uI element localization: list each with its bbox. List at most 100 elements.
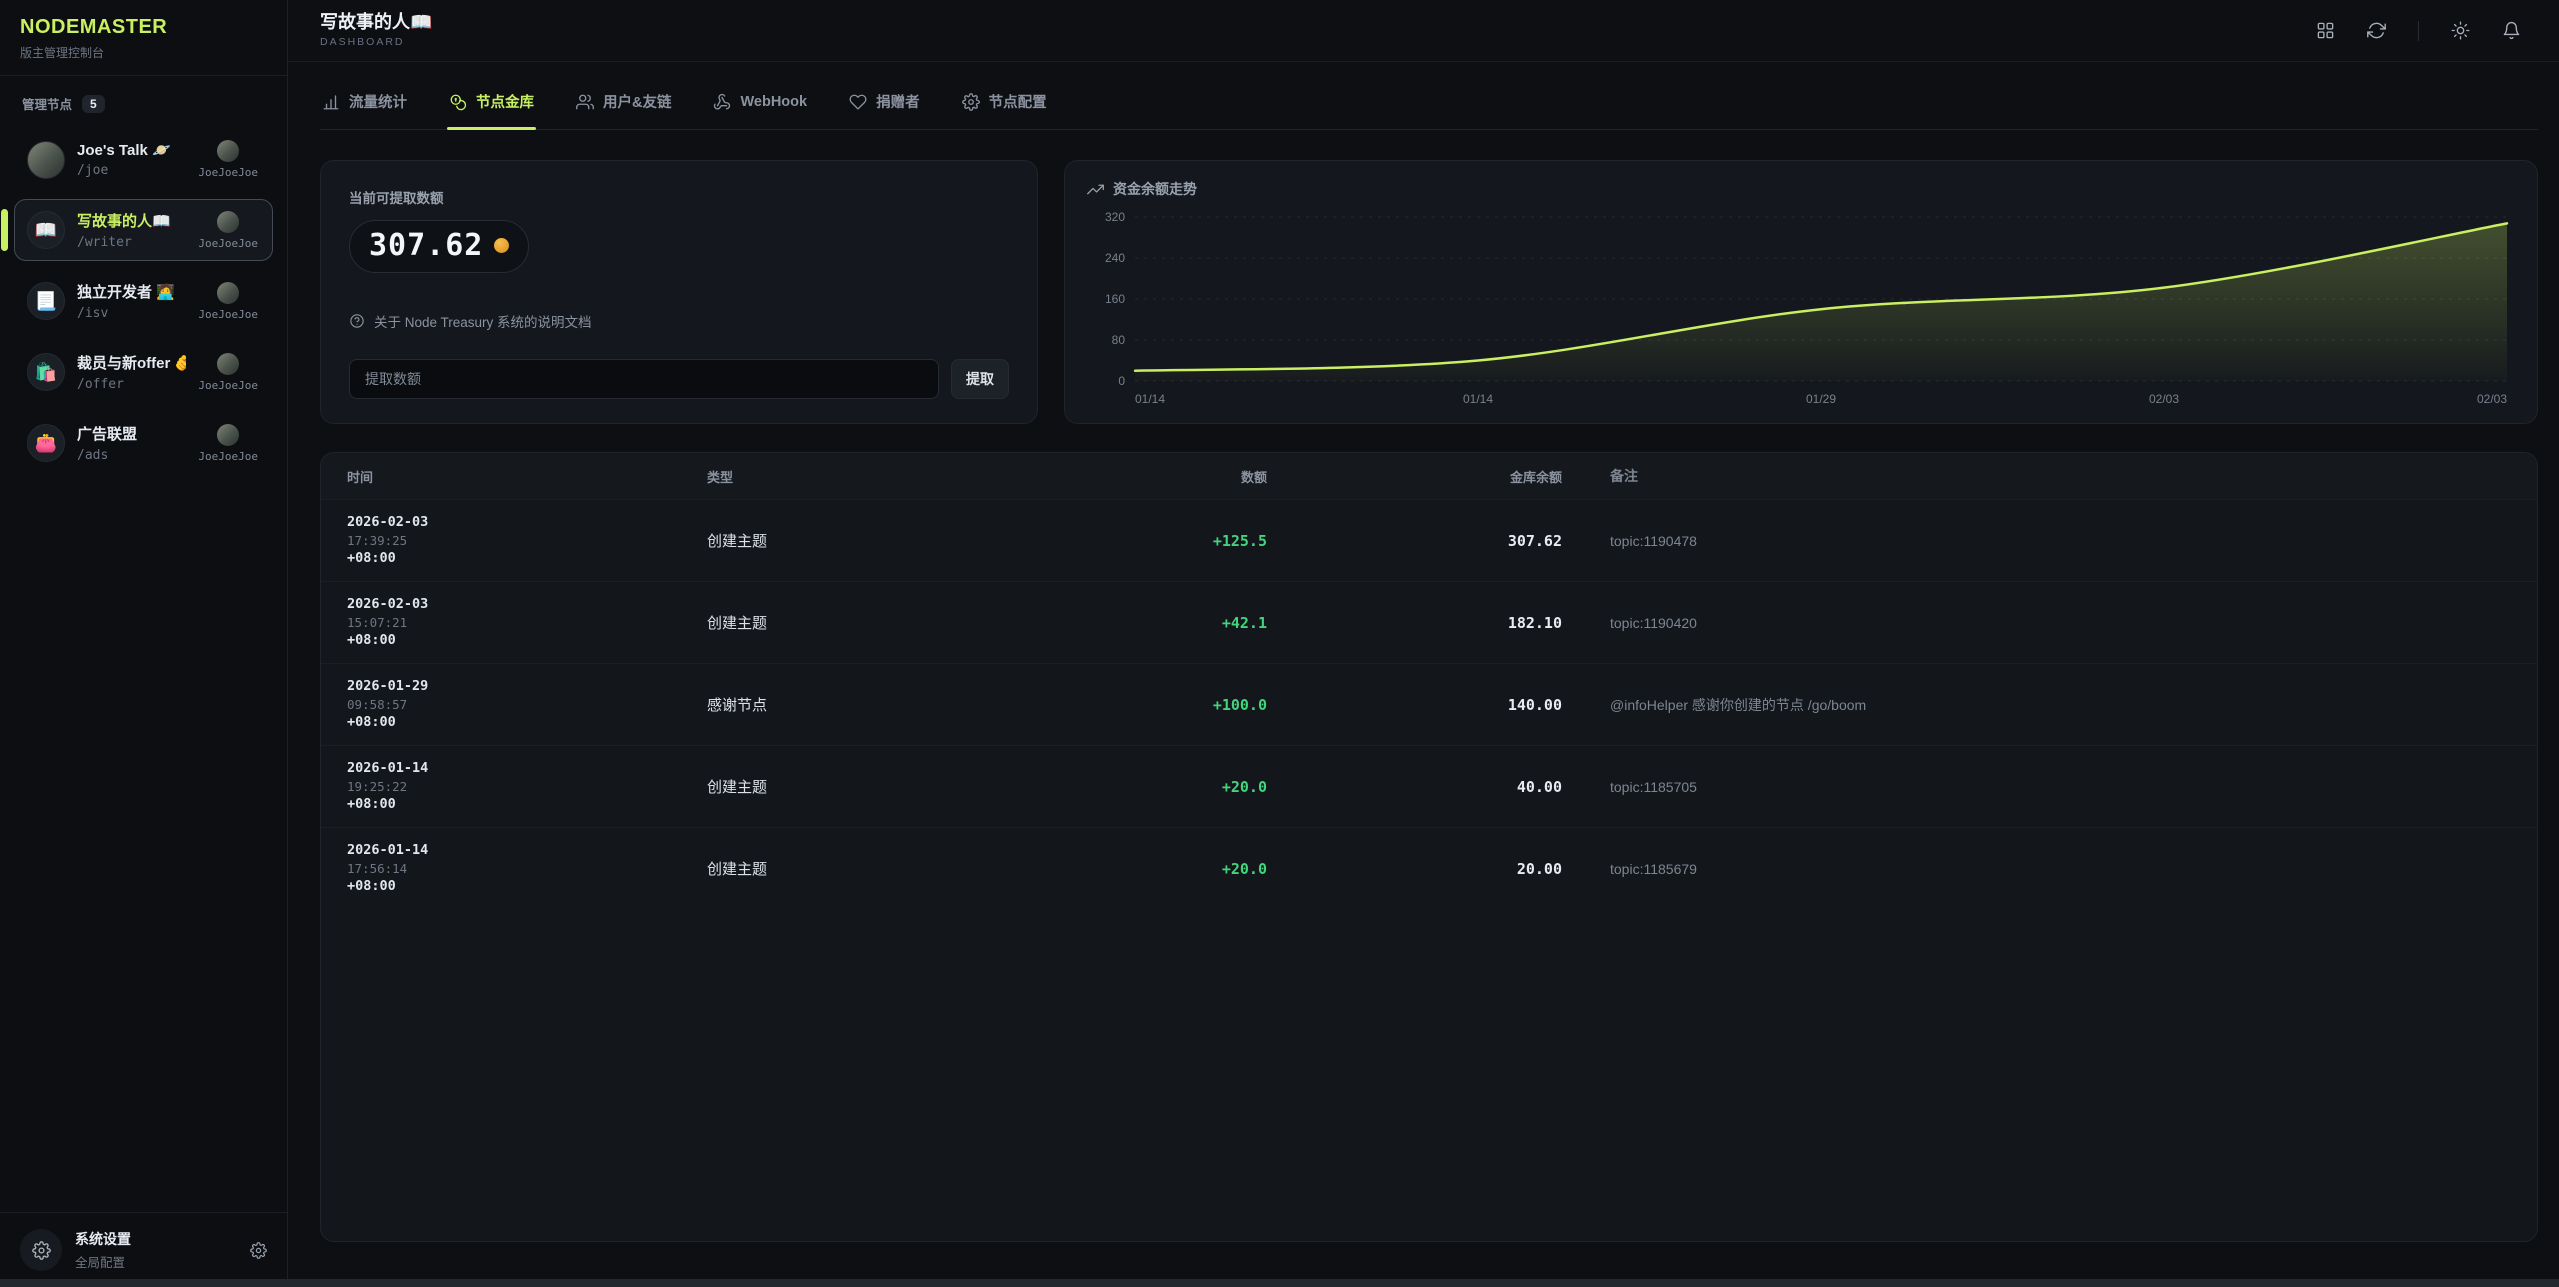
table-row: 2026-01-14 17:56:14 +08:00 创建主题 +20.0 20… (321, 827, 2537, 909)
row-time: 17:56:14 (347, 860, 408, 876)
app-title: NODEMASTER (20, 16, 168, 38)
row-time: 15:07:21 (347, 614, 408, 630)
row-remark: topic:1190420 (1610, 614, 1697, 631)
column-header: 类型 (707, 469, 734, 485)
node-count-badge: 5 (82, 94, 105, 113)
sidebar-node-item-ads[interactable]: 👛 广告联盟 /ads JoeJoeJoe (14, 412, 273, 474)
treasury-card: 当前可提取数额 307.62 关于 Node Treasury 系统的说明文档 … (320, 160, 1038, 424)
coin-icon (494, 238, 510, 253)
svg-text:01/14: 01/14 (1463, 392, 1493, 406)
svg-text:80: 80 (1112, 333, 1126, 347)
row-balance: 140.00 (1507, 695, 1562, 714)
row-date: 2026-02-03 (347, 595, 429, 612)
tab-users[interactable]: 用户&友链 (574, 76, 673, 129)
row-timezone: +08:00 (347, 796, 396, 813)
tab-label: 捐赠者 (876, 95, 920, 111)
row-remark: topic:1190478 (1610, 532, 1697, 549)
node-owner-avatar (217, 423, 240, 446)
global-config-label: 全局配置 (75, 1256, 126, 1270)
node-title: 写故事的人📖 (77, 213, 171, 230)
row-time: 19:25:22 (347, 778, 408, 794)
refresh-icon[interactable] (2367, 21, 2386, 40)
page-subtitle: DASHBOARD (320, 35, 405, 48)
table-row: 2026-01-29 09:58:57 +08:00 感谢节点 +100.0 1… (321, 663, 2537, 745)
node-icon: 🛍️ (27, 353, 65, 391)
node-title: 裁员与新offer 🫵 (77, 355, 187, 372)
tab-coins[interactable]: 节点金库 (447, 76, 536, 130)
row-time: 09:58:57 (347, 696, 408, 712)
brand: NODEMASTER 版主管理控制台 (0, 0, 287, 76)
node-list: Joe's Talk 🪐 /joe JoeJoeJoe 📖 写故事的人📖 /wr… (1, 129, 273, 474)
node-owner-name: JoeJoeJoe (198, 166, 258, 179)
svg-text:01/29: 01/29 (1806, 392, 1836, 406)
tab-bar: 流量统计 节点金库 用户&友链 WebHook 捐赠者 节点配置 (320, 76, 2538, 130)
row-balance: 20.00 (1516, 859, 1562, 878)
node-icon: 📃 (27, 282, 65, 320)
withdraw-button[interactable]: 提取 (951, 359, 1009, 399)
sidebar-node-item-offer[interactable]: 🛍️ 裁员与新offer 🫵 /offer JoeJoeJoe (14, 341, 273, 403)
system-settings-label: 系统设置 (75, 1231, 131, 1247)
sidebar-node-item-writer[interactable]: 📖 写故事的人📖 /writer JoeJoeJoe (1, 199, 273, 261)
topbar-divider (2418, 20, 2419, 41)
tab-gear[interactable]: 节点配置 (960, 76, 1049, 129)
bell-icon[interactable] (2502, 21, 2521, 40)
chart-title: 资金余额走势 (1113, 181, 1197, 197)
node-path: /writer (77, 235, 132, 250)
users-icon (576, 93, 594, 111)
settings-meta: 系统设置 全局配置 (75, 1229, 131, 1271)
transactions-table: 时间 类型 数额 金库余额 备注 2026-02-03 17:39:25 +08:00 … (320, 452, 2538, 1242)
node-title: Joe's Talk 🪐 (77, 142, 171, 159)
row-type: 创建主题 (707, 533, 768, 550)
tab-label: 节点金库 (476, 95, 534, 111)
app-subtitle: 版主管理控制台 (20, 46, 105, 60)
gear-icon (31, 1240, 51, 1260)
summary-row: 当前可提取数额 307.62 关于 Node Treasury 系统的说明文档 … (320, 160, 2538, 424)
row-timezone: +08:00 (347, 632, 396, 649)
table-body: 2026-02-03 17:39:25 +08:00 创建主题 +125.5 3… (321, 499, 2537, 909)
row-date: 2026-01-29 (347, 677, 429, 694)
row-amount: +20.0 (1221, 777, 1267, 796)
withdrawable-label: 当前可提取数额 (349, 191, 444, 206)
theme-sun-icon[interactable] (2451, 21, 2470, 40)
row-date: 2026-02-03 (347, 513, 429, 530)
help-circle-icon (350, 314, 364, 328)
content: 流量统计 节点金库 用户&友链 WebHook 捐赠者 节点配置 当前可提取数额 307.… (288, 62, 2559, 1287)
sidebar-footer-settings[interactable]: 系统设置 全局配置 (0, 1212, 287, 1287)
balance-pill: 307.62 (349, 220, 530, 273)
tab-bar-chart[interactable]: 流量统计 (320, 76, 409, 129)
row-remark: @infoHelper 感谢你创建的节点 /go/boom (1610, 696, 1867, 713)
row-timezone: +08:00 (347, 714, 396, 731)
table-row: 2026-02-03 17:39:25 +08:00 创建主题 +125.5 3… (321, 499, 2537, 581)
node-path: /isv (77, 306, 109, 321)
column-header: 数额 (1240, 469, 1267, 485)
node-icon: 👛 (27, 424, 65, 462)
treasury-doc-link[interactable]: 关于 Node Treasury 系统的说明文档 (349, 311, 1009, 331)
heart-icon (849, 93, 867, 111)
column-header: 备注 (1610, 468, 1638, 484)
sidebar-node-item-isv[interactable]: 📃 独立开发者 🧑‍💻 /isv JoeJoeJoe (14, 270, 273, 332)
tab-label: WebHook (740, 93, 808, 110)
managed-nodes-header: 管理节点 5 (14, 94, 273, 113)
row-type: 感谢节点 (707, 697, 768, 714)
apps-grid-icon[interactable] (2316, 21, 2335, 40)
withdraw-row: 提取 (349, 359, 1009, 399)
node-owner-name: JoeJoeJoe (198, 236, 258, 250)
row-type: 创建主题 (707, 779, 768, 796)
row-timezone: +08:00 (347, 550, 396, 567)
balance-trend-card: 资金余额走势 0 80 160 240 320 01/14 01/14 01/29 02/03 0… (1064, 160, 2538, 424)
gear-icon[interactable] (250, 1241, 267, 1259)
sidebar-node-item-joe[interactable]: Joe's Talk 🪐 /joe JoeJoeJoe (14, 129, 273, 190)
coins-icon (449, 93, 467, 111)
withdraw-amount-input[interactable] (349, 359, 939, 399)
window-bottom-edge (0, 1279, 2559, 1287)
tab-heart[interactable]: 捐赠者 (847, 76, 922, 129)
svg-text:02/03: 02/03 (2477, 392, 2507, 406)
settings-avatar (20, 1229, 62, 1271)
table-header-row: 时间 类型 数额 金库余额 备注 (321, 453, 2537, 499)
tab-webhook[interactable]: WebHook (711, 76, 809, 129)
row-amount: +42.1 (1221, 613, 1267, 632)
node-path: /joe (77, 163, 109, 178)
row-timezone: +08:00 (347, 878, 396, 895)
webhook-icon (713, 93, 731, 111)
tab-label: 用户&友链 (603, 95, 672, 111)
